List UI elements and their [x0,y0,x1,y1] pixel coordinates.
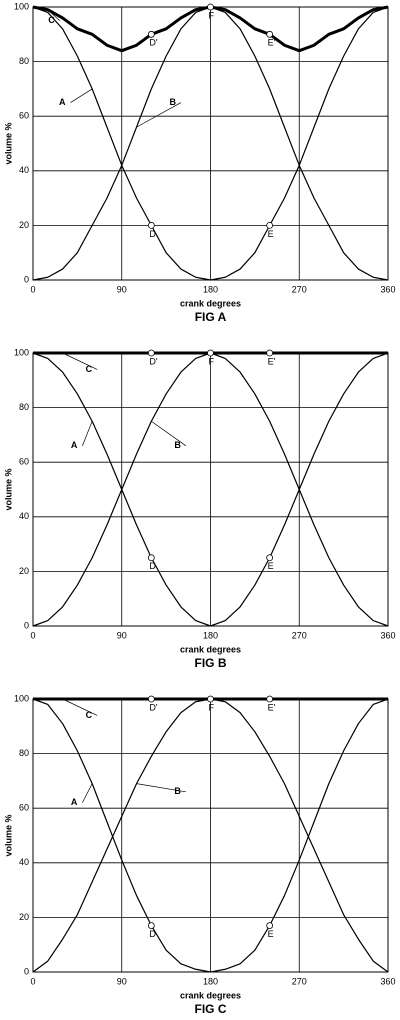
point-marker [266,30,274,38]
chart-title: FIG B [195,656,227,670]
point-marker [147,554,155,562]
y-tick-label: 40 [19,857,29,867]
point-label: F [209,702,215,712]
point-marker [266,922,274,929]
y-tick-label: 60 [19,803,29,813]
series-label: C [48,15,55,25]
series-label: A [71,797,78,807]
y-tick-label: 100 [14,693,29,703]
series-label: B [174,440,181,450]
y-tick-label: 40 [19,511,29,521]
x-tick-label: 270 [292,630,307,640]
y-tick-label: 20 [19,220,29,230]
point-label: D' [149,38,157,48]
point-marker [147,349,155,357]
series-label: A [59,97,66,107]
x-tick-label: 180 [203,630,218,640]
series-label: A [71,440,78,450]
chart-title: FIG C [195,1002,227,1016]
point-label: F [209,10,215,20]
point-label: D [149,229,156,239]
series-label: C [86,710,93,720]
point-label: D' [149,702,157,712]
y-tick-label: 60 [19,111,29,121]
point-marker [147,922,155,929]
y-tick-label: 100 [14,347,29,357]
y-axis-label: volume % [3,122,13,164]
leader-line [151,420,187,447]
x-tick-label: 0 [30,976,35,986]
point-label: D' [149,356,157,366]
y-tick-label: 80 [19,56,29,66]
x-tick-label: 360 [380,630,395,640]
y-tick-label: 60 [19,457,29,467]
leader-line [47,9,60,21]
y-tick-label: 80 [19,748,29,758]
x-tick-label: 90 [117,630,127,640]
x-tick-label: 180 [203,284,218,294]
x-tick-label: 270 [292,976,307,986]
leader-line [136,102,182,128]
leader-line [136,783,186,793]
series-label: C [86,364,93,374]
chart-title: FIG A [195,310,227,324]
y-axis-label: volume % [3,468,13,510]
y-tick-label: 20 [19,566,29,576]
y-axis-label: volume % [3,814,13,856]
x-axis-label: crank degrees [180,298,241,308]
y-tick-label: 40 [19,165,29,175]
point-marker [207,3,214,11]
point-label: D [149,561,156,571]
x-axis-label: crank degrees [180,644,241,654]
point-marker [266,221,274,229]
point-label: F [209,356,215,366]
y-tick-label: 80 [19,402,29,412]
point-label: E' [268,702,276,712]
x-tick-label: 180 [203,976,218,986]
point-marker [266,349,274,357]
series-label: B [174,786,181,796]
x-tick-label: 0 [30,284,35,294]
y-tick-label: 0 [24,274,29,284]
leader-line [62,352,98,370]
leader-line [70,88,93,103]
point-marker [147,221,155,229]
point-marker [266,554,274,562]
x-tick-label: 360 [380,976,395,986]
point-label: E [268,561,274,571]
y-tick-label: 0 [24,620,29,630]
x-tick-label: 270 [292,284,307,294]
point-label: D [149,929,156,939]
x-axis-label: crank degrees [180,990,241,1000]
point-marker [266,695,274,703]
leader-line [82,421,93,446]
point-label: E' [268,356,276,366]
series-label: B [169,97,176,107]
y-tick-label: 20 [19,912,29,922]
x-tick-label: 360 [380,284,395,294]
point-label: E [268,929,274,939]
point-marker [147,30,155,38]
x-tick-label: 0 [30,630,35,640]
y-tick-label: 100 [14,1,29,11]
x-tick-label: 90 [117,976,127,986]
x-tick-label: 90 [117,284,127,294]
point-marker [207,695,214,703]
point-marker [207,349,214,357]
leader-line [62,698,98,716]
point-label: E' [268,38,276,48]
leader-line [82,783,93,803]
point-label: E [268,229,274,239]
point-marker [147,695,155,703]
y-tick-label: 0 [24,966,29,976]
